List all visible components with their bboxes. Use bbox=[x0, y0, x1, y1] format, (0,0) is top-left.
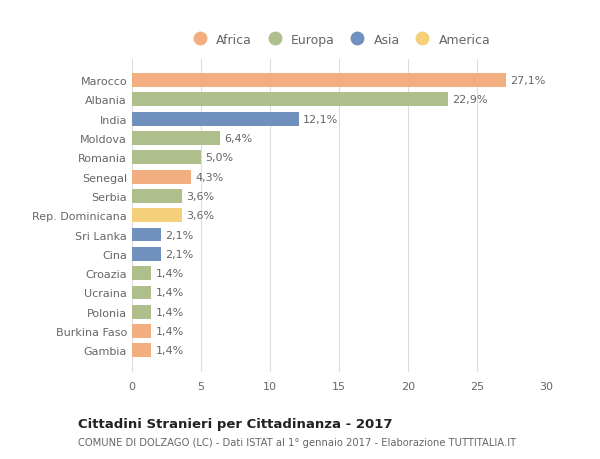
Bar bbox=[132, 112, 299, 126]
Text: 1,4%: 1,4% bbox=[155, 269, 184, 279]
Bar bbox=[132, 344, 151, 358]
Bar bbox=[132, 228, 161, 242]
Bar bbox=[132, 267, 151, 280]
Bar bbox=[132, 286, 151, 300]
Bar bbox=[132, 247, 161, 261]
Text: 1,4%: 1,4% bbox=[155, 307, 184, 317]
Text: 2,1%: 2,1% bbox=[165, 249, 193, 259]
Text: 3,6%: 3,6% bbox=[186, 191, 214, 202]
Text: 1,4%: 1,4% bbox=[155, 326, 184, 336]
Text: 22,9%: 22,9% bbox=[452, 95, 488, 105]
Text: Cittadini Stranieri per Cittadinanza - 2017: Cittadini Stranieri per Cittadinanza - 2… bbox=[78, 417, 392, 430]
Text: COMUNE DI DOLZAGO (LC) - Dati ISTAT al 1° gennaio 2017 - Elaborazione TUTTITALIA: COMUNE DI DOLZAGO (LC) - Dati ISTAT al 1… bbox=[78, 437, 516, 447]
Bar bbox=[132, 132, 220, 146]
Bar bbox=[132, 209, 182, 223]
Text: 6,4%: 6,4% bbox=[224, 134, 253, 144]
Bar bbox=[132, 305, 151, 319]
Legend: Africa, Europa, Asia, America: Africa, Europa, Asia, America bbox=[182, 28, 496, 51]
Text: 3,6%: 3,6% bbox=[186, 211, 214, 221]
Bar bbox=[132, 190, 182, 203]
Text: 5,0%: 5,0% bbox=[205, 153, 233, 163]
Text: 12,1%: 12,1% bbox=[303, 114, 338, 124]
Text: 1,4%: 1,4% bbox=[155, 346, 184, 356]
Bar bbox=[132, 93, 448, 107]
Bar bbox=[132, 151, 201, 165]
Text: 27,1%: 27,1% bbox=[510, 76, 545, 86]
Text: 1,4%: 1,4% bbox=[155, 288, 184, 298]
Text: 2,1%: 2,1% bbox=[165, 230, 193, 240]
Text: 4,3%: 4,3% bbox=[196, 172, 224, 182]
Bar bbox=[132, 325, 151, 338]
Bar bbox=[132, 74, 506, 88]
Bar bbox=[132, 170, 191, 184]
